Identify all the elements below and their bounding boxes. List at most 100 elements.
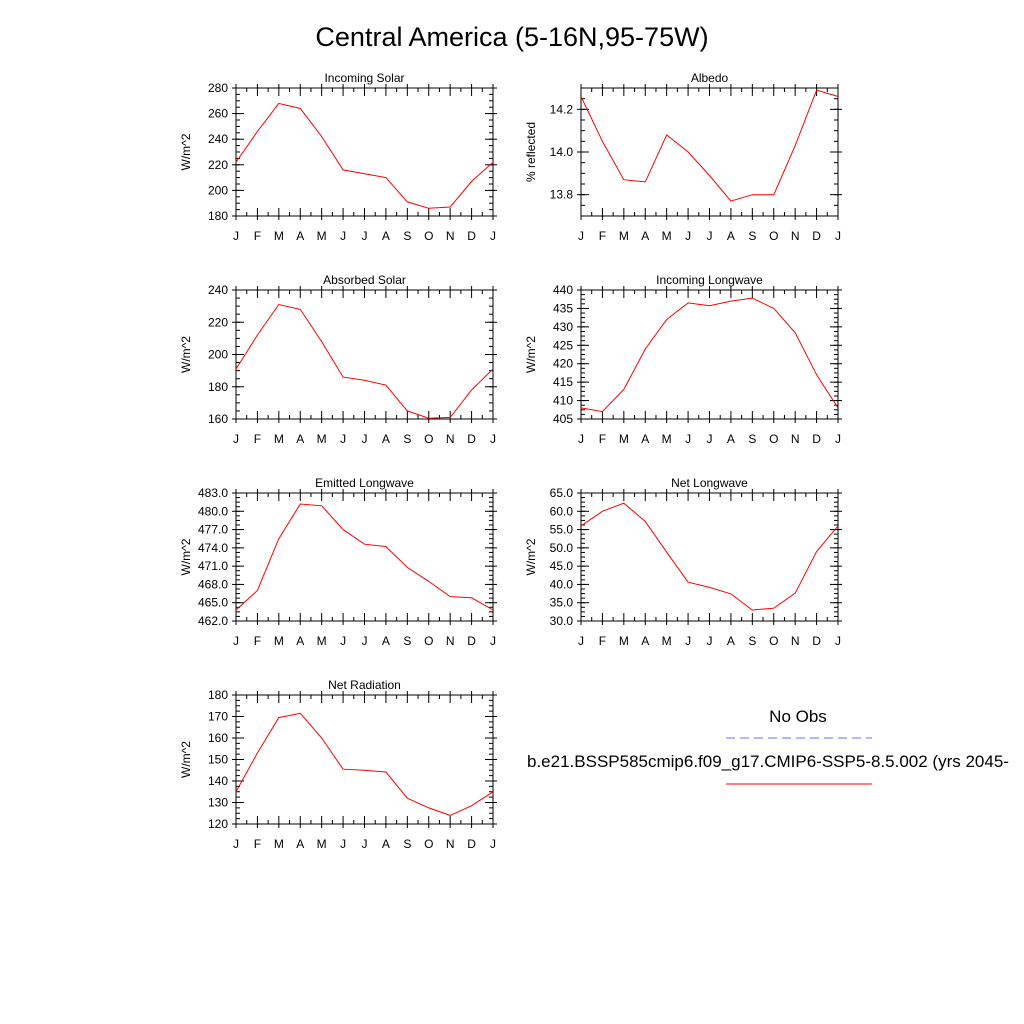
x-tick-label: N xyxy=(791,432,800,446)
y-tick-label: 465.0 xyxy=(198,596,228,610)
panel-title: Absorbed Solar xyxy=(323,273,406,287)
x-tick-label: J xyxy=(578,432,584,446)
x-tick-label: M xyxy=(619,229,629,243)
x-tick-label: O xyxy=(769,432,778,446)
x-tick-label: N xyxy=(446,229,455,243)
y-tick-label: 160 xyxy=(208,731,228,745)
x-tick-label: A xyxy=(296,432,304,446)
plot-frame xyxy=(580,87,839,217)
y-tick-label: 480.0 xyxy=(198,504,228,518)
x-tick-label: A xyxy=(641,229,649,243)
series-line xyxy=(580,502,839,611)
x-tick-label: J xyxy=(578,229,584,243)
x-tick-label: D xyxy=(812,634,821,648)
x-tick-label: F xyxy=(254,432,261,446)
x-tick-label: N xyxy=(791,229,800,243)
y-tick-label: 60.0 xyxy=(550,504,574,518)
y-tick-label: 240 xyxy=(208,283,228,297)
series-line xyxy=(235,102,494,209)
y-tick-label: 280 xyxy=(208,81,228,95)
y-axis-label: W/m^2 xyxy=(524,336,538,373)
plot-frame xyxy=(580,492,839,622)
x-tick-label: A xyxy=(727,634,735,648)
x-tick-label: F xyxy=(599,634,606,648)
series-line xyxy=(580,297,839,413)
x-tick-label: J xyxy=(233,634,239,648)
x-tick-label: J xyxy=(340,229,346,243)
x-tick-label: O xyxy=(424,229,433,243)
x-tick-label: A xyxy=(296,634,304,648)
y-tick-label: 425 xyxy=(553,338,573,352)
y-tick-label: 474.0 xyxy=(198,541,228,555)
x-tick-label: J xyxy=(233,837,239,851)
y-tick-label: 220 xyxy=(208,315,228,329)
y-tick-label: 30.0 xyxy=(550,614,574,628)
x-tick-label: D xyxy=(812,229,821,243)
x-tick-label: J xyxy=(490,837,496,851)
x-tick-label: M xyxy=(274,634,284,648)
plot-frame xyxy=(235,87,494,217)
y-tick-label: 130 xyxy=(208,796,228,810)
panel-title: Emitted Longwave xyxy=(315,476,414,490)
x-tick-label: J xyxy=(362,432,368,446)
x-tick-label: M xyxy=(274,837,284,851)
y-tick-label: 240 xyxy=(208,132,228,146)
x-tick-label: A xyxy=(382,634,390,648)
x-tick-label: M xyxy=(317,229,327,243)
x-tick-label: J xyxy=(340,432,346,446)
panel-title: Albedo xyxy=(691,71,729,85)
panel-title: Incoming Longwave xyxy=(656,273,763,287)
y-axis-label: W/m^2 xyxy=(179,538,193,575)
x-tick-label: A xyxy=(641,634,649,648)
x-tick-label: A xyxy=(382,432,390,446)
x-tick-label: O xyxy=(769,229,778,243)
x-tick-label: S xyxy=(403,634,411,648)
x-tick-label: F xyxy=(254,837,261,851)
x-tick-label: J xyxy=(707,634,713,648)
x-tick-label: D xyxy=(812,432,821,446)
x-tick-label: A xyxy=(382,229,390,243)
y-tick-label: 14.0 xyxy=(550,145,574,159)
y-axis-label: W/m^2 xyxy=(179,133,193,170)
series-line xyxy=(235,503,494,611)
x-tick-label: J xyxy=(362,229,368,243)
x-tick-label: J xyxy=(685,229,691,243)
plot-frame xyxy=(235,694,494,825)
x-tick-label: N xyxy=(791,634,800,648)
x-tick-label: J xyxy=(490,634,496,648)
y-tick-label: 170 xyxy=(208,710,228,724)
x-tick-label: F xyxy=(599,229,606,243)
x-tick-label: M xyxy=(662,229,672,243)
x-tick-label: M xyxy=(274,432,284,446)
x-tick-label: O xyxy=(424,837,433,851)
legend-model-label: b.e21.BSSP585cmip6.f09_g17.CMIP6-SSP5-8.… xyxy=(527,752,1009,771)
x-tick-label: A xyxy=(727,229,735,243)
y-tick-label: 440 xyxy=(553,283,573,297)
y-tick-label: 415 xyxy=(553,375,573,389)
x-tick-label: M xyxy=(662,432,672,446)
x-tick-label: J xyxy=(835,634,841,648)
x-tick-label: J xyxy=(835,432,841,446)
x-tick-label: M xyxy=(317,432,327,446)
x-tick-label: N xyxy=(446,432,455,446)
x-tick-label: M xyxy=(662,634,672,648)
x-tick-label: M xyxy=(274,229,284,243)
legend: No Obs b.e21.BSSP585cmip6.f09_g17.CMIP6-… xyxy=(527,707,1009,785)
x-tick-label: O xyxy=(424,432,433,446)
x-tick-label: S xyxy=(748,432,756,446)
y-tick-label: 420 xyxy=(553,357,573,371)
x-tick-label: J xyxy=(835,229,841,243)
x-tick-label: J xyxy=(233,229,239,243)
panel-title: Net Longwave xyxy=(671,476,748,490)
x-tick-label: A xyxy=(296,837,304,851)
x-tick-label: A xyxy=(727,432,735,446)
y-tick-label: 410 xyxy=(553,394,573,408)
y-tick-label: 200 xyxy=(208,348,228,362)
plot-frame xyxy=(580,289,839,420)
